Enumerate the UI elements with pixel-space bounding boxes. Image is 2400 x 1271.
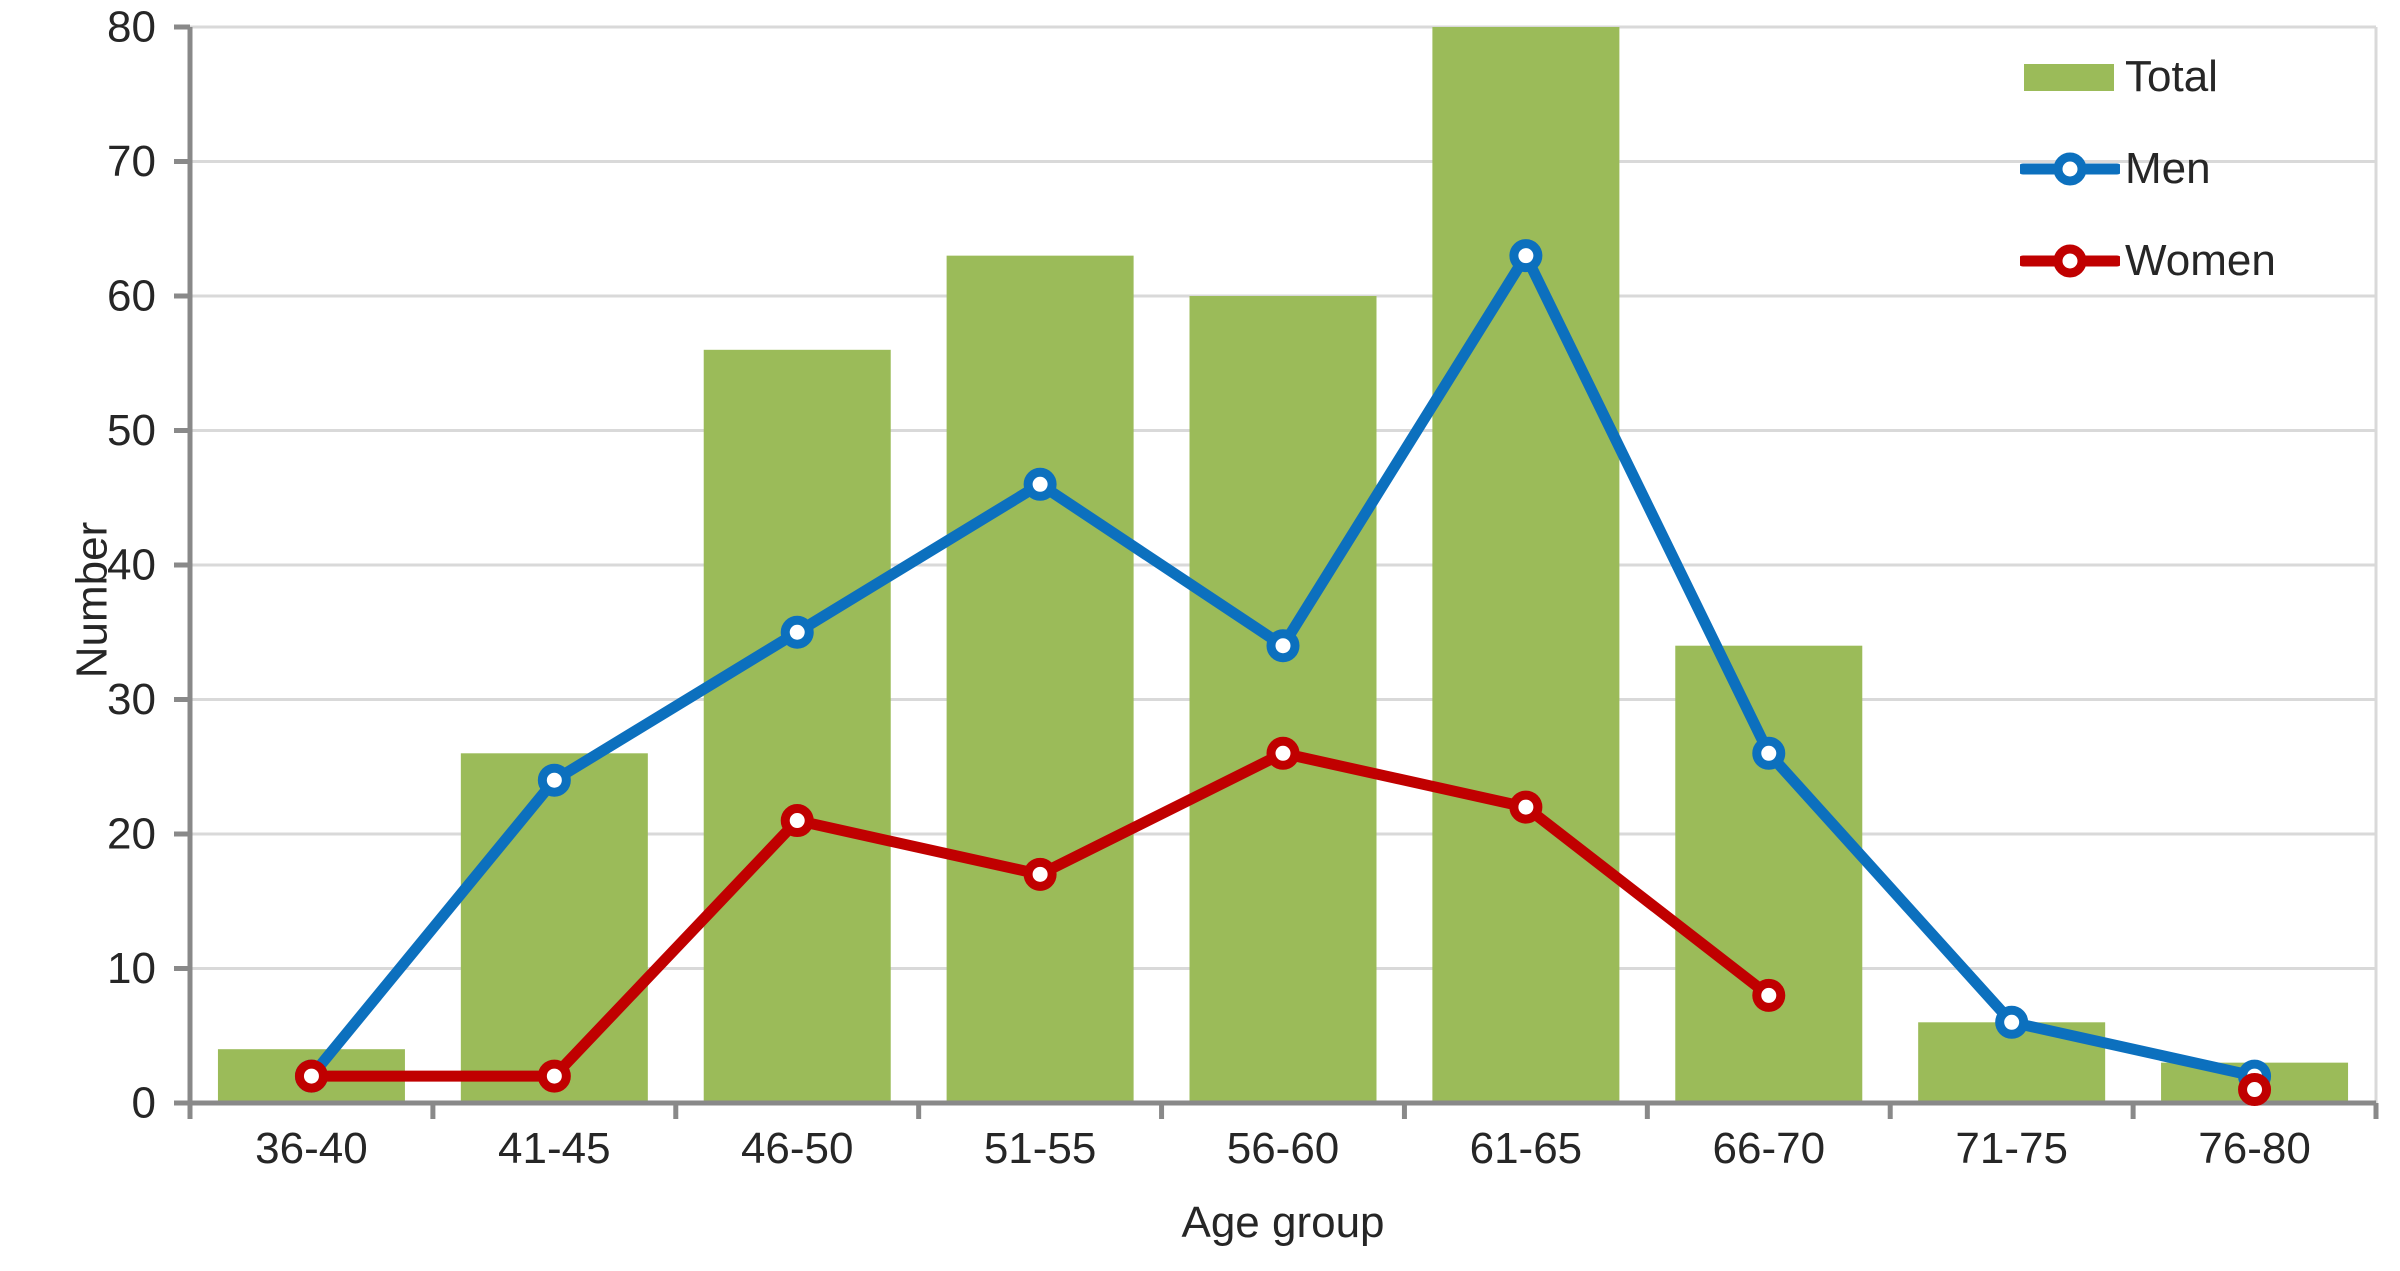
legend-label-women: Women — [2125, 236, 2276, 285]
bar-total — [460, 753, 648, 1103]
men-marker — [1266, 629, 1300, 663]
x-tick-label: 51-55 — [984, 1124, 1097, 1173]
y-tick-label: 30 — [107, 675, 156, 724]
bar-total — [703, 349, 891, 1103]
women-marker — [2238, 1073, 2272, 1107]
y-tick-label: 40 — [107, 541, 156, 590]
y-tick-label: 60 — [107, 272, 156, 321]
y-tick-label: 10 — [107, 944, 156, 993]
x-tick-label: 66-70 — [1713, 1124, 1826, 1173]
legend-item-men: Men — [2020, 144, 2276, 193]
men-marker — [1752, 736, 1786, 770]
x-tick-label: 36-40 — [255, 1124, 368, 1173]
bar-total — [1675, 645, 1863, 1103]
bar-swatch-icon — [2024, 64, 2114, 91]
legend-label-total: Total — [2125, 52, 2218, 101]
x-axis-title: Age group — [1181, 1198, 1385, 1247]
legend: Total Men Women — [2020, 52, 2276, 285]
women-marker — [1752, 978, 1786, 1012]
legend-item-total: Total — [2020, 52, 2276, 101]
women-marker — [1023, 857, 1057, 891]
women-marker — [537, 1059, 571, 1093]
x-tick-label: 76-80 — [2198, 1124, 2311, 1173]
men-marker — [1995, 1005, 2029, 1039]
legend-label-men: Men — [2125, 144, 2211, 193]
men-marker — [1023, 467, 1057, 501]
y-tick-label: 0 — [132, 1079, 156, 1128]
men-line-swatch-icon — [2020, 152, 2120, 186]
women-marker — [1509, 790, 1543, 824]
y-tick-label: 20 — [107, 810, 156, 859]
women-marker — [1266, 736, 1300, 770]
x-tick-label: 46-50 — [741, 1124, 854, 1173]
women-line-swatch-icon — [2020, 244, 2120, 278]
y-axis-title: Number — [67, 521, 117, 679]
men-marker — [1509, 239, 1543, 273]
y-tick-label: 50 — [107, 406, 156, 455]
x-tick-label: 61-65 — [1470, 1124, 1583, 1173]
women-marker — [294, 1059, 328, 1093]
x-tick-label: 41-45 — [498, 1124, 611, 1173]
x-tick-label: 71-75 — [1955, 1124, 2068, 1173]
y-tick-label: 80 — [107, 3, 156, 52]
x-tick-label: 56-60 — [1227, 1124, 1340, 1173]
men-marker — [537, 763, 571, 797]
bar-total — [1189, 296, 1377, 1103]
y-tick-label: 70 — [107, 137, 156, 186]
legend-item-women: Women — [2020, 236, 2276, 285]
bar-total — [1432, 27, 1620, 1103]
bar-total — [946, 255, 1134, 1103]
men-marker — [780, 615, 814, 649]
women-marker — [780, 804, 814, 838]
